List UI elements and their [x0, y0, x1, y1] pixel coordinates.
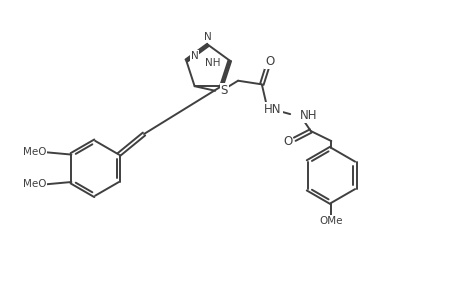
Text: N: N: [204, 32, 212, 42]
Text: N: N: [190, 51, 198, 61]
Text: O: O: [264, 55, 274, 68]
Text: HN: HN: [263, 103, 281, 116]
Text: O: O: [283, 135, 292, 148]
Text: MeO: MeO: [22, 179, 46, 189]
Text: MeO: MeO: [22, 147, 46, 157]
Text: S: S: [220, 84, 228, 97]
Text: OMe: OMe: [319, 216, 342, 226]
Text: NH: NH: [205, 58, 220, 68]
Text: NH: NH: [300, 109, 317, 122]
